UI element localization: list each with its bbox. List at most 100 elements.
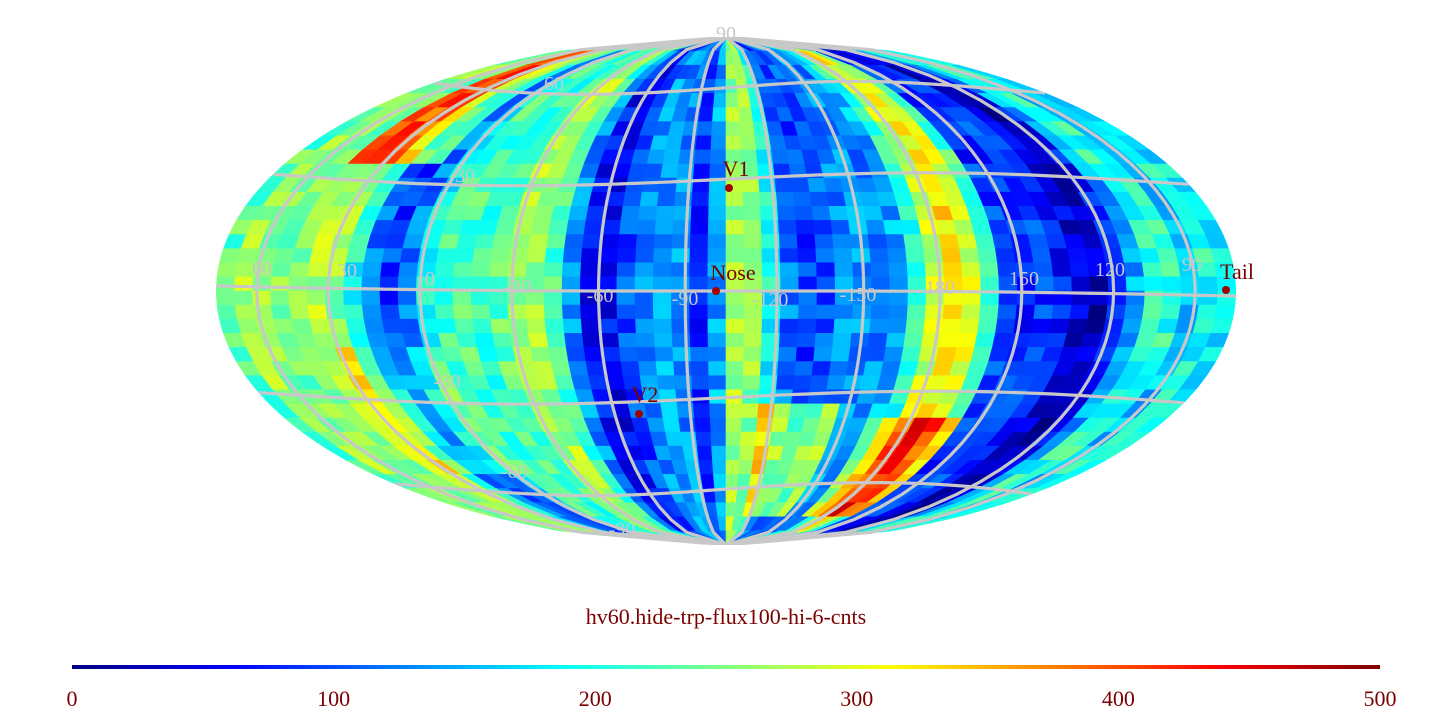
heatmap-cell (343, 290, 363, 306)
heatmap-cell (690, 220, 709, 235)
heatmap-cell (906, 304, 927, 320)
heatmap-cell (698, 459, 714, 475)
heatmap-cell (562, 248, 583, 264)
heatmap-cell (828, 361, 849, 377)
parallel-line (273, 171, 1189, 188)
heatmap-cell (306, 290, 327, 306)
heatmap-cell (1071, 276, 1091, 292)
parallel-line (258, 389, 1185, 406)
heatmap-cell (1120, 318, 1143, 334)
heatmap-cell (471, 262, 492, 278)
heatmap-cell (743, 318, 763, 334)
heatmap-cell (779, 318, 799, 334)
heatmap-cell (869, 248, 890, 264)
heatmap-cell (402, 332, 425, 348)
heatmap-cell (689, 332, 709, 348)
heatmap-cell (381, 318, 404, 334)
heatmap-cell (906, 262, 927, 278)
heatmap-cell (905, 248, 926, 264)
heatmap-cell (434, 262, 455, 278)
heatmap-cell (598, 262, 618, 278)
heatmap-cell (490, 248, 511, 264)
heatmap-cell (216, 290, 236, 306)
heatmap-cell (1162, 276, 1182, 292)
heatmap-cell (561, 262, 582, 278)
heatmap-cell (696, 121, 713, 137)
heatmap-cell (830, 347, 851, 362)
heatmap-cell (1216, 276, 1236, 292)
heatmap-cell (1198, 276, 1219, 292)
heatmap-cell (652, 276, 672, 292)
heatmap-cell (743, 220, 762, 235)
heatmap-cell (380, 262, 401, 278)
map-title: hv60.hide-trp-flux100-hi-6-cnts (585, 604, 867, 629)
marker-label: Tail (1220, 259, 1254, 284)
heatmap-cell (778, 234, 799, 249)
heatmap-cell (655, 361, 675, 377)
heatmap-cell (580, 304, 600, 320)
heatmap-cell (564, 332, 585, 348)
heatmap-cell (638, 361, 658, 377)
heatmap-cell (1196, 304, 1218, 320)
heatmap-cell (436, 248, 457, 264)
heatmap-cell (795, 220, 816, 235)
heatmap-cell (1033, 304, 1054, 320)
heatmap-cell (438, 332, 460, 348)
heatmap-cell (634, 262, 654, 278)
heatmap-cell (771, 149, 790, 165)
heatmap-cell (671, 332, 691, 348)
heatmap-cell (653, 248, 673, 264)
heatmap-cell (530, 220, 552, 235)
heatmap-cell (725, 488, 738, 504)
heatmap-cell (489, 262, 510, 278)
heatmap-cell (920, 234, 942, 249)
meridian-line (725, 37, 1116, 545)
heatmap-cell (833, 318, 854, 334)
heatmap-cell (707, 347, 727, 362)
heatmap-cell (992, 332, 1014, 348)
parallel-line (433, 79, 1046, 96)
heatmap-cell (814, 234, 835, 249)
heatmap-cell (512, 347, 534, 362)
heatmap-cell (725, 431, 742, 447)
heatmap-cell (561, 276, 581, 292)
heatmap-cell (216, 304, 238, 320)
heatmap-cell (834, 304, 854, 320)
heatmap-cell (635, 234, 656, 249)
heatmap-cell (771, 417, 790, 433)
heatmap-cell (900, 347, 922, 362)
heatmap-cell (742, 191, 761, 207)
heatmap-cell (270, 262, 292, 278)
heatmap-cell (1069, 304, 1091, 320)
heatmap-cell (959, 318, 980, 334)
meridian-label: 30 (337, 260, 357, 282)
heatmap-cell (995, 318, 1016, 334)
heatmap-cell (739, 121, 756, 137)
heatmap-cell (885, 332, 906, 348)
heatmap-cell (979, 262, 1000, 278)
heatmap-cell (581, 234, 603, 249)
heatmap-cell (1125, 276, 1146, 292)
heatmap-cell (507, 262, 528, 278)
heatmap-cell (725, 318, 745, 334)
heatmap-cell (738, 459, 754, 475)
heatmap-cell (715, 502, 727, 518)
heatmap-cell (402, 234, 425, 249)
heatmap-cell (798, 304, 818, 320)
heatmap-cell (956, 234, 978, 249)
heatmap-cell (691, 191, 710, 207)
heatmap-cell (270, 304, 292, 320)
heatmap-cell (692, 389, 711, 405)
heatmap-cell (693, 163, 711, 179)
heatmap-cell (832, 234, 853, 249)
heatmap-cell (363, 318, 386, 334)
heatmap-cell (977, 318, 998, 334)
heatmap-cell (638, 206, 658, 221)
heatmap-cell (653, 234, 674, 249)
heatmap-cell (548, 347, 569, 362)
heatmap-cell (273, 318, 296, 334)
parallel-label: 30 (455, 165, 475, 187)
heatmap-cell (815, 248, 835, 264)
heatmap-cell (492, 332, 514, 348)
heatmap-cell (689, 234, 709, 249)
